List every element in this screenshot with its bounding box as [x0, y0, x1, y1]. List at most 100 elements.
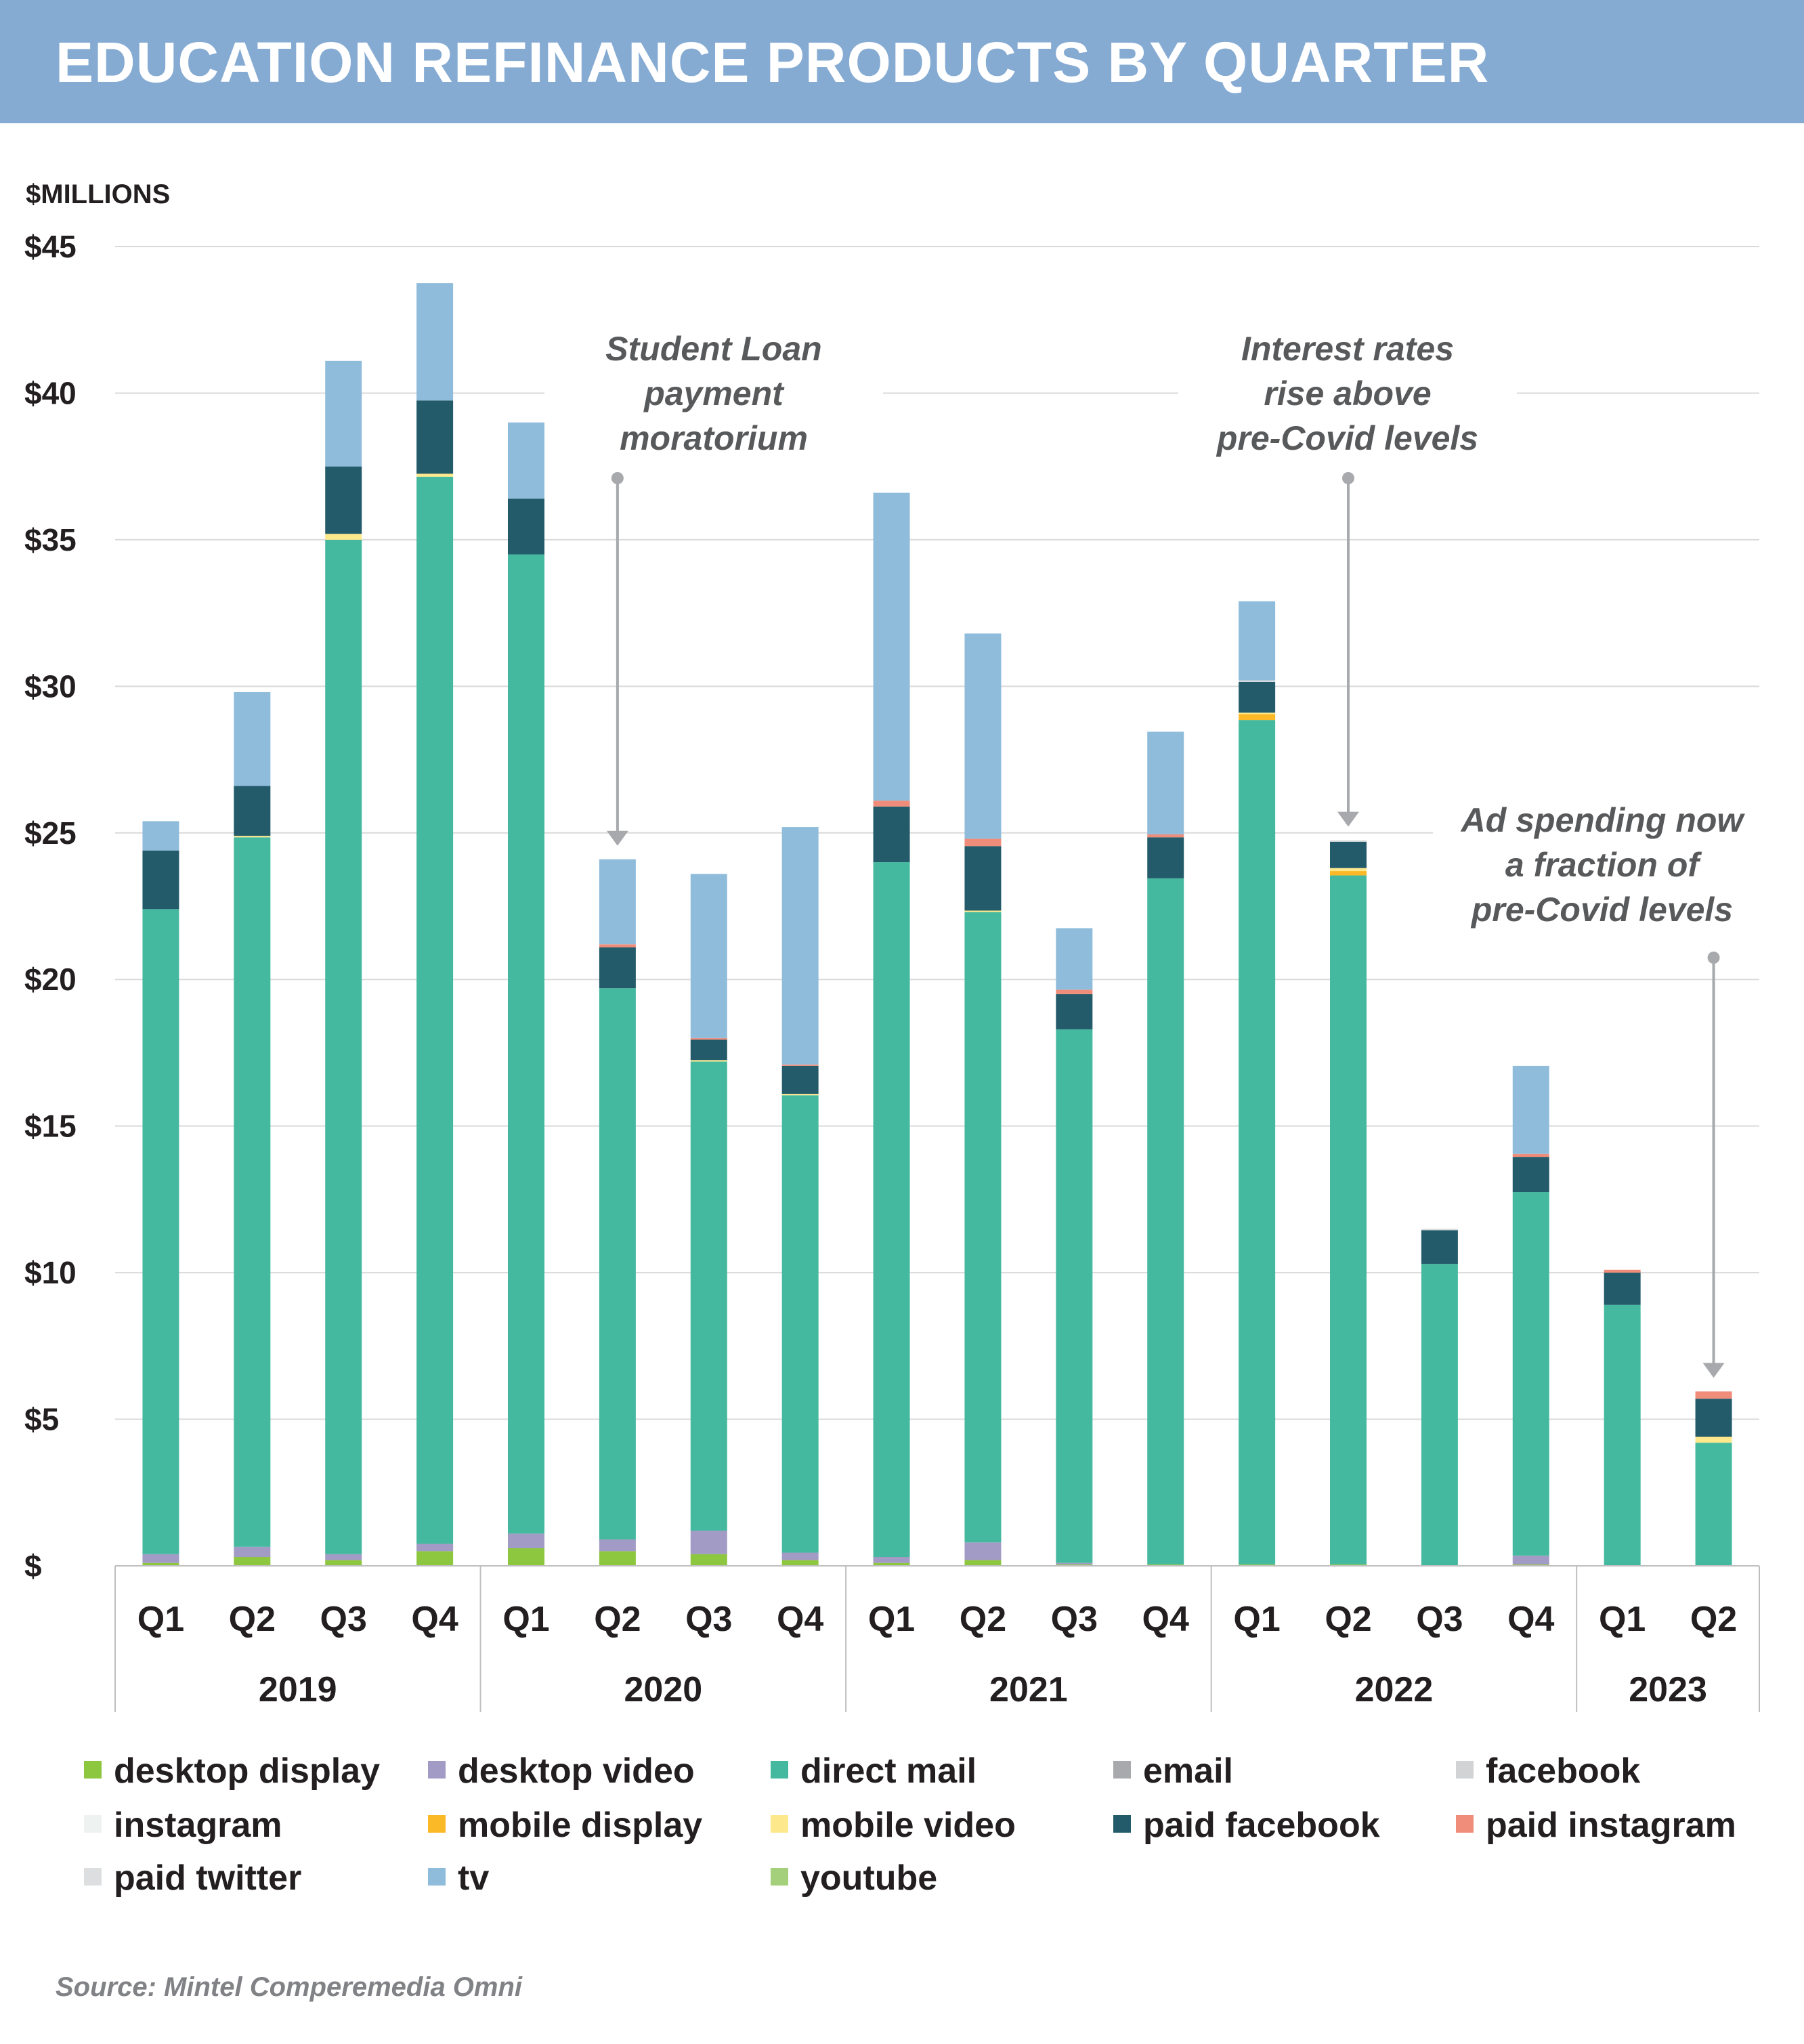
x-tick-label: Q3 — [1051, 1600, 1098, 1639]
legend-swatch — [428, 1761, 446, 1779]
bar-segment — [1330, 841, 1367, 868]
bar-segment — [1147, 878, 1184, 1564]
bar-segment — [1330, 868, 1367, 872]
bar-stack — [142, 821, 179, 1566]
bar-segment — [1695, 1436, 1732, 1443]
x-tick-label: Q3 — [1416, 1600, 1463, 1639]
bar-segment — [1239, 712, 1276, 715]
annotation-text: pre-Covid levels — [1470, 891, 1733, 929]
bar-segment — [1695, 1443, 1732, 1566]
bar-segment — [873, 801, 910, 807]
legend-swatch — [428, 1868, 446, 1886]
annotation-text: Student Loan — [605, 330, 821, 368]
legend-label: email — [1143, 1751, 1233, 1791]
bar-segment — [234, 837, 271, 1547]
bar-stack — [1147, 731, 1184, 1566]
bar-stack — [1330, 840, 1367, 1566]
bar-segment — [873, 1557, 910, 1563]
y-tick-label: $30 — [24, 668, 77, 704]
bar-segment — [599, 944, 636, 948]
annotation-text: a fraction of — [1505, 846, 1702, 884]
legend-label: desktop video — [458, 1751, 695, 1791]
legend-item: desktop video — [428, 1751, 695, 1791]
bar-segment — [1512, 1157, 1549, 1193]
bar-segment — [690, 1038, 727, 1040]
bar-segment — [964, 1560, 1002, 1566]
bar-segment — [1512, 1555, 1549, 1564]
bar-stack — [1512, 1065, 1549, 1566]
legend-swatch — [84, 1761, 102, 1779]
annotation: Interest rates rise above pre-Covid levels — [1178, 321, 1517, 827]
bar-segment — [325, 466, 362, 534]
annotation: Ad spending now a fraction of pre-Covid le… — [1433, 792, 1771, 1378]
bar-segment — [416, 400, 454, 474]
bar-segment — [325, 360, 362, 467]
y-tick-label: $20 — [24, 962, 77, 997]
year-label: 2019 — [259, 1670, 337, 1709]
y-tick-label: $ — [24, 1548, 42, 1583]
bar-segment — [1239, 714, 1276, 721]
bar-segment — [1604, 1273, 1641, 1305]
bar-segment — [508, 1533, 544, 1549]
bar-stack — [416, 283, 454, 1566]
legend-label: facebook — [1486, 1751, 1640, 1791]
title-banner: EDUCATION REFINANCE PRODUCTS BY QUARTER — [0, 0, 1804, 123]
bar-segment — [1421, 1230, 1458, 1264]
source-note: Source: Mintel Comperemedia Omni — [56, 1972, 523, 2002]
x-tick-label: Q3 — [685, 1600, 732, 1639]
bar-segment — [1330, 871, 1367, 876]
y-axis-ticks: $ $5 $10 $15 $20 $25 $30 $35 $40 $45 — [24, 229, 77, 1583]
bar-segment — [781, 1064, 819, 1066]
legend-swatch — [84, 1815, 102, 1833]
legend-swatch — [771, 1761, 788, 1779]
bar-stack — [508, 422, 544, 1566]
bar-segment — [1512, 1564, 1549, 1566]
x-tick-label: Q3 — [320, 1600, 367, 1639]
bar-segment — [964, 912, 1002, 1543]
bar-segment — [873, 492, 910, 801]
annotation-arrowhead — [606, 830, 628, 846]
legend-label: paid instagram — [1486, 1806, 1736, 1845]
annotation-arrowhead — [1702, 1363, 1725, 1378]
bar-segment — [1695, 1391, 1732, 1399]
legend-label: tv — [458, 1858, 489, 1898]
bar-segment — [1147, 837, 1184, 878]
bar-segment — [964, 910, 1002, 912]
annotation-backing — [1433, 792, 1771, 928]
bar-segment — [1056, 989, 1093, 994]
x-tick-label: Q4 — [777, 1600, 823, 1639]
legend-swatch — [771, 1815, 788, 1833]
bar-stack — [1695, 1391, 1732, 1566]
bar-segment — [1056, 994, 1093, 1029]
y-tick-label: $35 — [24, 522, 77, 557]
x-tick-label: Q4 — [411, 1600, 458, 1639]
bar-segment — [142, 909, 179, 1554]
bar-segment — [599, 1539, 636, 1552]
bar-segment — [1421, 1229, 1458, 1231]
legend-label: paid facebook — [1143, 1806, 1380, 1845]
bar-segment — [1239, 1564, 1276, 1566]
bar-stack — [325, 360, 362, 1566]
annotation-text: Ad spending now — [1460, 801, 1746, 839]
annotation-text: Interest rates — [1241, 330, 1454, 368]
x-tick-label: Q1 — [137, 1600, 184, 1639]
legend-label: mobile video — [800, 1806, 1016, 1845]
annotation-text: moratorium — [620, 419, 808, 457]
bar-segment — [508, 422, 544, 499]
bar-segment — [1147, 731, 1184, 834]
legend-item: mobile display — [428, 1806, 702, 1845]
bar-segment — [873, 1562, 910, 1566]
bar-segment — [234, 1557, 271, 1566]
x-axis: Q1 Q2 Q3 Q4 Q1 Q2 Q3 Q4 Q1 Q2 Q3 Q4 Q1 Q2 Q3 Q4 Q1 Q2 2019… — [114, 1565, 1760, 1712]
bars — [142, 283, 1732, 1566]
bar-segment — [781, 827, 819, 1065]
legend-item: tv — [428, 1858, 489, 1898]
legend: desktop display desktop video direct mail e… — [84, 1751, 1736, 1898]
bar-segment — [142, 1554, 179, 1563]
bar-segment — [325, 1560, 362, 1566]
bar-stack — [1421, 1229, 1458, 1566]
legend-item: email — [1113, 1751, 1233, 1791]
y-tick-label: $10 — [24, 1255, 77, 1290]
bar-segment — [1239, 680, 1276, 682]
bar-segment — [1512, 1192, 1549, 1556]
